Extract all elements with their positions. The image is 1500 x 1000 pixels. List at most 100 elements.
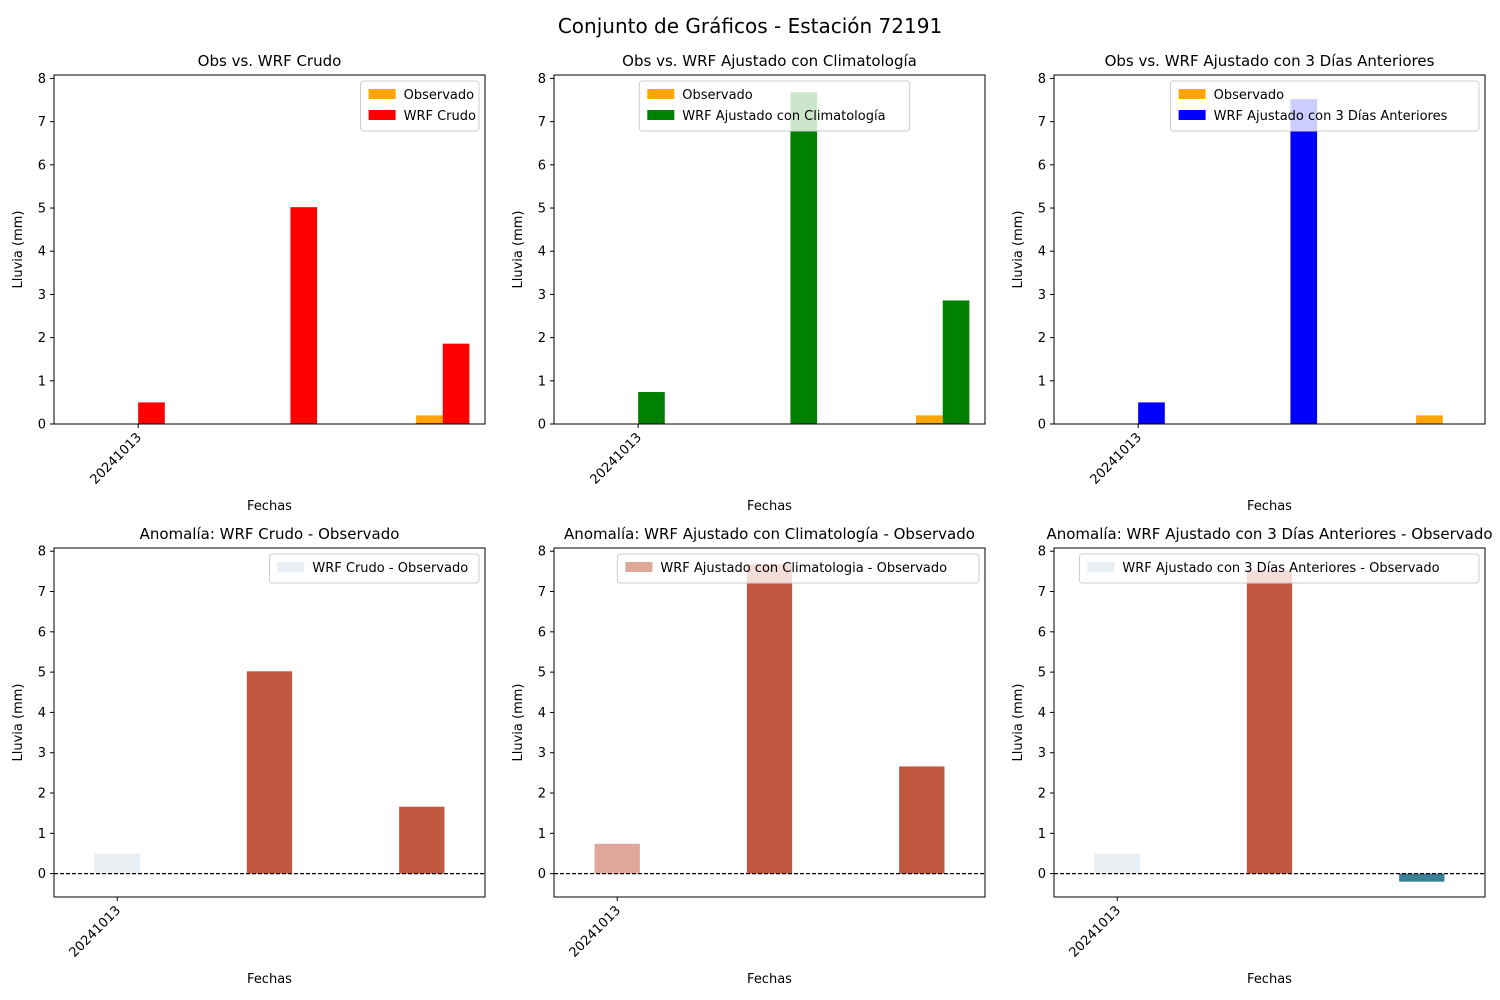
- legend-box: [1170, 80, 1480, 132]
- chart-title: Obs vs. WRF Crudo: [198, 52, 342, 70]
- y-tick-label: 7: [38, 115, 46, 130]
- legend: WRF Ajustado con Climatologia - Observad…: [616, 553, 980, 584]
- legend-label: WRF Ajustado con Climatología: [682, 109, 885, 124]
- bar: [1246, 570, 1293, 874]
- bar: [638, 392, 665, 424]
- y-tick-label: 1: [538, 374, 546, 389]
- legend: WRF Ajustado con 3 Días Anteriores - Obs…: [1078, 553, 1480, 584]
- y-tick-label: 2: [1038, 787, 1046, 802]
- y-tick-label: 6: [538, 158, 546, 173]
- legend-swatch: [368, 110, 396, 120]
- chart-panel-4: Anomalía: WRF Crudo - Observado 0 1 2 3 4 5 6 7 8…: [11, 525, 486, 987]
- y-tick-label: 8: [538, 545, 546, 560]
- y-tick-label: 4: [38, 245, 46, 260]
- y-tick-label: 4: [538, 245, 546, 260]
- y-tick-label: 0: [538, 867, 546, 882]
- chart-title: Anomalía: WRF Crudo - Observado: [140, 525, 400, 543]
- y-tick-label: 3: [38, 746, 46, 761]
- legend: WRF Crudo - Observado: [268, 553, 480, 584]
- chart-title: Anomalía: WRF Ajustado con 3 Días Anteri…: [1046, 525, 1492, 543]
- y-axis-label: Lluvia (mm): [511, 211, 526, 289]
- bar: [1416, 415, 1443, 424]
- y-tick-label: 5: [538, 202, 546, 217]
- plot-frame: [553, 74, 986, 425]
- bar: [1290, 99, 1318, 425]
- legend-swatch: [1178, 110, 1206, 120]
- chart-title: Anomalía: WRF Ajustado con Climatología …: [564, 525, 975, 543]
- chart-panel-1: Obs vs. WRF Crudo 0 1 2 3 4 5 6 7 8 20241013 Fechas…: [11, 52, 486, 514]
- y-tick-label: 3: [1038, 288, 1046, 303]
- y-axis-label: Lluvia (mm): [1011, 684, 1026, 762]
- x-axis-label: Fechas: [747, 972, 792, 987]
- chart-panel-5: Anomalía: WRF Ajustado con Climatología …: [511, 525, 986, 987]
- plot-frame: [1053, 74, 1486, 425]
- y-tick-label: 2: [538, 331, 546, 346]
- y-tick-label: 5: [538, 666, 546, 681]
- x-tick-label: 20241013: [567, 903, 624, 960]
- x-tick-label: 20241013: [67, 903, 124, 960]
- legend-label: WRF Ajustado con Climatologia - Observad…: [660, 561, 947, 576]
- legend-swatch: [1087, 562, 1115, 572]
- y-tick-label: 7: [1038, 585, 1046, 600]
- y-axis-label: Lluvia (mm): [511, 684, 526, 762]
- x-axis-label: Fechas: [1247, 972, 1292, 987]
- chart-panel-3: Obs vs. WRF Ajustado con 3 Días Anterior…: [1011, 52, 1486, 514]
- plot-frame: [53, 547, 486, 898]
- y-tick-label: 2: [38, 331, 46, 346]
- y-axis-label: Lluvia (mm): [11, 684, 26, 762]
- y-tick-label: 1: [538, 827, 546, 842]
- y-tick-label: 0: [38, 418, 46, 433]
- legend-swatch: [647, 89, 675, 99]
- x-tick-label: 20241013: [1088, 430, 1145, 487]
- x-axis-label: Fechas: [247, 972, 292, 987]
- y-tick-label: 6: [38, 158, 46, 173]
- legend-swatch: [625, 562, 653, 572]
- legend-label: Observado: [1214, 88, 1285, 103]
- bar: [416, 415, 443, 424]
- bar: [442, 343, 470, 424]
- chart-panel-6: Anomalía: WRF Ajustado con 3 Días Anteri…: [1011, 525, 1493, 987]
- y-tick-label: 0: [38, 867, 46, 882]
- y-tick-label: 4: [1038, 706, 1046, 721]
- y-tick-label: 5: [1038, 202, 1046, 217]
- legend-box: [616, 553, 980, 584]
- bar: [1138, 402, 1165, 424]
- legend-box: [638, 80, 911, 132]
- plot-frame: [1053, 547, 1486, 898]
- chart-panel-2: Obs vs. WRF Ajustado con Climatología 0 1 2…: [511, 52, 986, 514]
- bar: [746, 564, 793, 874]
- legend-label: WRF Ajustado con 3 Días Anteriores - Obs…: [1122, 561, 1439, 576]
- y-tick-label: 6: [38, 625, 46, 640]
- x-axis-label: Fechas: [1247, 499, 1292, 514]
- bar: [1399, 873, 1445, 882]
- y-tick-label: 8: [1038, 545, 1046, 560]
- legend: Observado WRF Ajustado con Climatología: [638, 80, 911, 132]
- y-tick-label: 8: [538, 72, 546, 87]
- y-tick-label: 2: [1038, 331, 1046, 346]
- y-tick-label: 1: [38, 827, 46, 842]
- bar: [790, 92, 818, 425]
- legend: Observado WRF Crudo: [360, 80, 480, 132]
- y-tick-label: 5: [1038, 666, 1046, 681]
- y-tick-label: 3: [538, 746, 546, 761]
- y-axis-label: Lluvia (mm): [1011, 211, 1026, 289]
- y-tick-label: 0: [1038, 867, 1046, 882]
- y-tick-label: 5: [38, 666, 46, 681]
- y-tick-label: 1: [1038, 827, 1046, 842]
- x-tick-label: 20241013: [588, 430, 645, 487]
- x-tick-label: 20241013: [1067, 903, 1124, 960]
- legend-label: Observado: [682, 88, 753, 103]
- bar: [138, 402, 165, 424]
- y-tick-label: 5: [38, 202, 46, 217]
- legend-box: [268, 553, 480, 584]
- y-tick-label: 3: [538, 288, 546, 303]
- y-tick-label: 8: [38, 545, 46, 560]
- legend-swatch: [1178, 89, 1206, 99]
- plot-frame: [553, 547, 986, 898]
- y-tick-label: 6: [1038, 158, 1046, 173]
- bar: [290, 207, 318, 424]
- bar: [916, 415, 943, 424]
- y-tick-label: 8: [1038, 72, 1046, 87]
- legend-swatch: [368, 89, 396, 99]
- legend-label: Observado: [404, 88, 475, 103]
